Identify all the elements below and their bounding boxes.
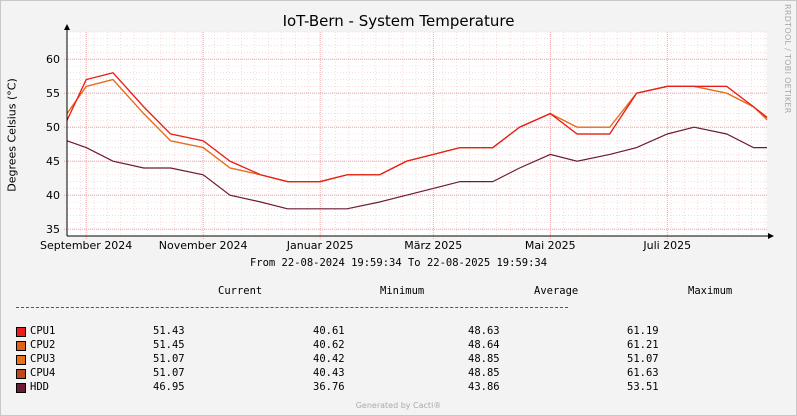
- legend-minimum-value: 40.62: [313, 339, 345, 351]
- legend-current-value: 51.43: [153, 325, 185, 337]
- generated-by-footer: Generated by Cacti®: [355, 401, 442, 410]
- legend-average-value: 48.85: [468, 353, 500, 365]
- legend-swatch: [16, 383, 26, 393]
- legend-series-name: CPU2: [30, 339, 56, 351]
- x-tick-label: Juli 2025: [642, 239, 691, 252]
- legend-series-name: CPU4: [30, 367, 56, 379]
- legend-average-value: 43.86: [468, 381, 500, 393]
- y-tick-label: 45: [46, 155, 60, 168]
- x-tick-label: Mai 2025: [525, 239, 576, 252]
- legend-swatch: [16, 355, 26, 365]
- rrdtool-watermark: RRDTOOL / TOBI OETIKER: [783, 4, 792, 114]
- legend-maximum-value: 61.21: [627, 339, 659, 351]
- series-line-hdd: [66, 126, 767, 210]
- y-tick-label: 40: [46, 189, 60, 202]
- legend-swatch: [16, 369, 26, 379]
- legend-separator: [16, 307, 568, 308]
- graph-title: IoT-Bern - System Temperature: [282, 12, 515, 30]
- legend-minimum-value: 36.76: [313, 381, 345, 393]
- x-tick-label: März 2025: [404, 239, 462, 252]
- legend-maximum-value: 61.63: [627, 367, 659, 379]
- x-tick-label: September 2024: [40, 239, 132, 252]
- legend-current-value: 46.95: [153, 381, 185, 393]
- legend-swatch: [16, 327, 26, 337]
- legend-minimum-value: 40.43: [313, 367, 345, 379]
- legend-header-maximum: Maximum: [688, 285, 733, 297]
- legend-series-name: HDD: [30, 381, 49, 393]
- legend-maximum-value: 61.19: [627, 325, 659, 337]
- legend-swatch: [16, 341, 26, 351]
- legend-current-value: 51.07: [153, 367, 185, 379]
- legend-minimum-value: 40.42: [313, 353, 345, 365]
- legend-average-value: 48.63: [468, 325, 500, 337]
- y-axis-arrow: [64, 24, 70, 30]
- x-axis-arrow: [768, 233, 774, 239]
- legend-header-average: Average: [534, 285, 579, 297]
- legend-current-value: 51.07: [153, 353, 185, 365]
- legend-average-value: 48.64: [468, 339, 500, 351]
- x-tick-label: Januar 2025: [286, 239, 354, 252]
- legend-series-name: CPU1: [30, 325, 56, 337]
- legend-header-current: Current: [218, 285, 263, 297]
- y-tick-label: 50: [46, 121, 60, 134]
- legend-average-value: 48.85: [468, 367, 500, 379]
- y-tick-label: 60: [46, 53, 60, 66]
- legend-series-name: CPU3: [30, 353, 56, 365]
- time-range-text: From 22-08-2024 19:59:34 To 22-08-2025 1…: [249, 257, 548, 269]
- y-tick-label: 55: [46, 87, 60, 100]
- legend-minimum-value: 40.61: [313, 325, 345, 337]
- series-line-cpu1: [66, 72, 768, 183]
- legend-header-minimum: Minimum: [380, 285, 425, 297]
- plot-area: [67, 32, 767, 236]
- legend-maximum-value: 53.51: [627, 381, 659, 393]
- y-tick-label: 35: [46, 223, 60, 236]
- x-tick-label: November 2024: [159, 239, 248, 252]
- legend-current-value: 51.45: [153, 339, 185, 351]
- legend-maximum-value: 51.07: [627, 353, 659, 365]
